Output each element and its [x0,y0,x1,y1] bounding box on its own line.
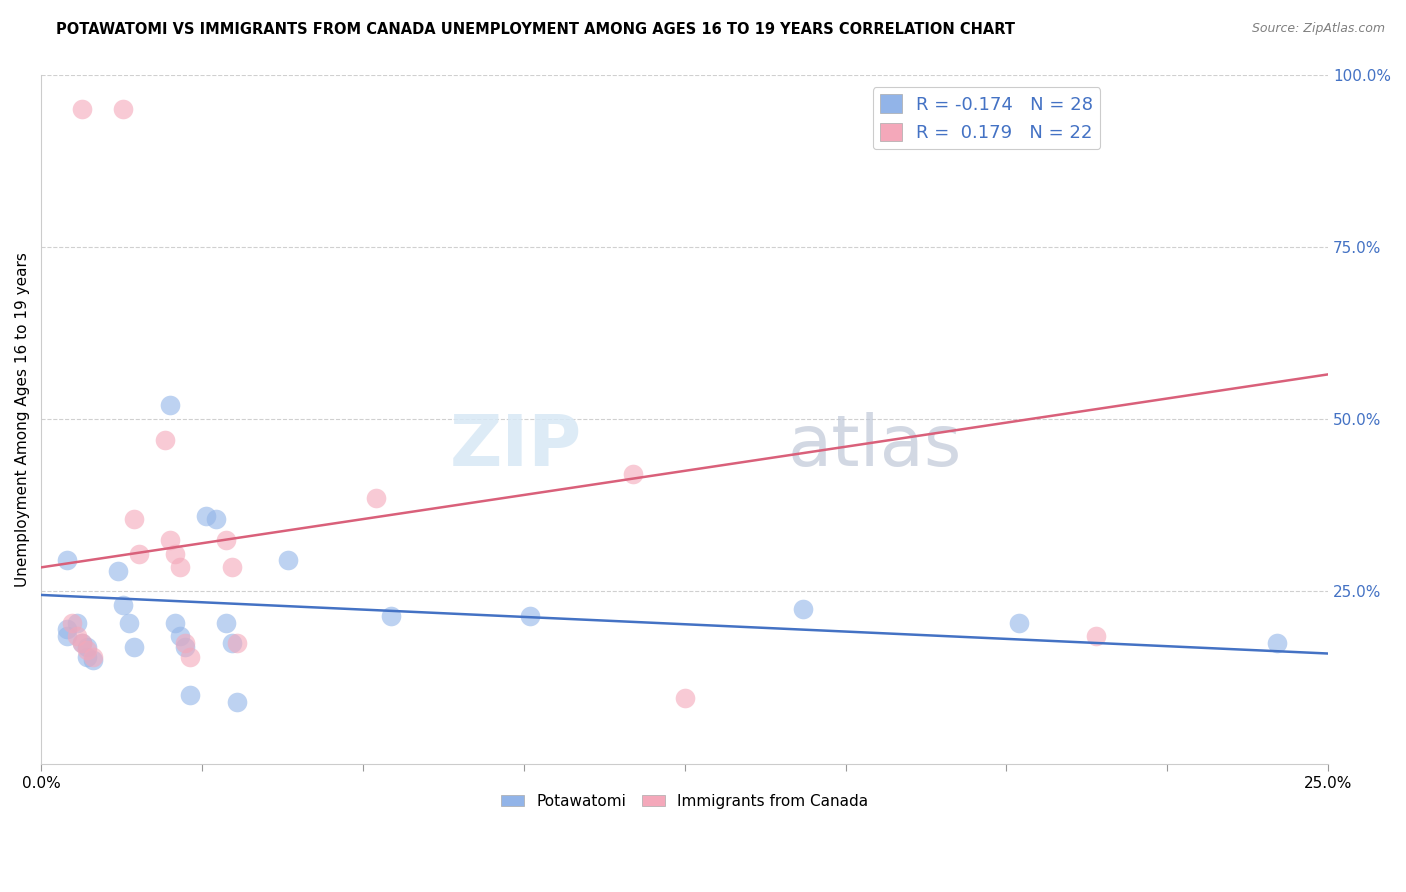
Y-axis label: Unemployment Among Ages 16 to 19 years: Unemployment Among Ages 16 to 19 years [15,252,30,587]
Point [76,643,98,657]
Point [122,512,145,526]
Point [66,629,89,643]
Point [1008,615,1031,630]
Point [107,564,129,578]
Point [122,640,145,654]
Point [194,508,217,523]
Point [205,512,228,526]
Point [169,629,191,643]
Point [76,640,98,654]
Point [1085,629,1108,643]
Point [66,615,89,630]
Point [215,615,238,630]
Point [225,636,247,650]
Point [153,433,176,447]
Point [128,547,150,561]
Point [112,599,135,613]
Point [82,650,104,665]
Point [72,636,94,650]
Point [174,636,197,650]
Point [221,560,243,574]
Point [380,608,402,623]
Point [519,608,541,623]
Point [364,491,387,506]
Legend: Potawatomi, Immigrants from Canada: Potawatomi, Immigrants from Canada [495,788,875,814]
Point [225,695,247,709]
Point [673,691,696,706]
Point [76,650,98,665]
Point [163,547,186,561]
Point [82,653,104,667]
Point [60,615,83,630]
Point [1265,636,1288,650]
Point [56,553,79,567]
Point [621,467,644,482]
Point [72,102,94,116]
Point [56,623,79,637]
Point [117,615,139,630]
Point [792,601,814,615]
Text: ZIP: ZIP [450,412,582,482]
Point [277,553,299,567]
Point [159,533,181,547]
Point [72,636,94,650]
Point [221,636,243,650]
Point [215,533,238,547]
Point [112,102,135,116]
Point [163,615,186,630]
Text: POTAWATOMI VS IMMIGRANTS FROM CANADA UNEMPLOYMENT AMONG AGES 16 TO 19 YEARS CORR: POTAWATOMI VS IMMIGRANTS FROM CANADA UNE… [56,22,1015,37]
Point [179,688,201,702]
Text: Source: ZipAtlas.com: Source: ZipAtlas.com [1251,22,1385,36]
Point [56,629,79,643]
Point [169,560,191,574]
Text: atlas: atlas [787,412,962,482]
Point [159,398,181,412]
Point [174,640,197,654]
Point [179,650,201,665]
